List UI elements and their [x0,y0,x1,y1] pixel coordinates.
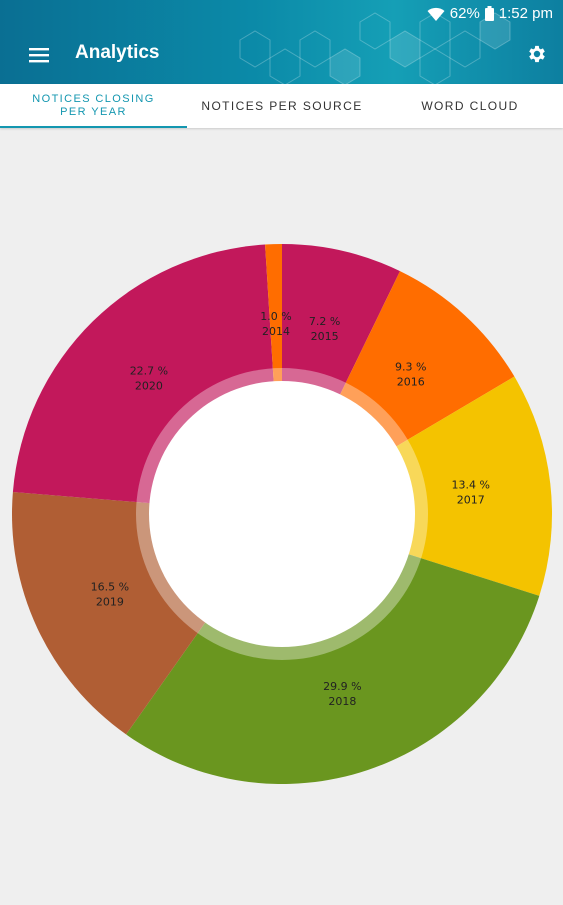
slice-2018[interactable] [126,514,540,785]
page-title: Analytics [75,42,160,63]
donut-hole [149,381,415,647]
toolbar: Analytics [0,28,563,84]
chart-area: 7.2 % 2015 9.3 % 2016 13.4 % 2017 29.9 % 2018 16… [0,128,563,900]
slice-year-label: 2017 [457,494,485,507]
tab-bar: NOTICES CLOSING PER YEAR NOTICES PER SOU… [0,84,563,128]
slice-percent-label: 7.2 % [309,315,340,328]
battery-icon [484,6,494,21]
slice-year-label: 2018 [328,695,356,708]
tab-notices-per-source[interactable]: NOTICES PER SOURCE [187,84,377,128]
wifi-icon [427,6,445,22]
active-tab-indicator [0,126,187,128]
donut-chart: 7.2 % 2015 9.3 % 2016 13.4 % 2017 29.9 % 2018 16… [11,244,552,785]
slice-percent-label: 13.4 % [452,479,490,492]
tab-label: NOTICES CLOSING PER YEAR [32,93,155,118]
app-bar: 62% 1:52 pm Analytics [0,0,563,84]
battery-percentage: 62% [449,5,480,22]
tab-label: NOTICES PER SOURCE [201,98,363,113]
slice-percent-label: 9.3 % [395,360,426,373]
slice-percent-label: 22.7 % [130,364,168,377]
hexagon-pattern-decoration [239,12,511,84]
slice-percent-label: 16.5 % [91,580,129,593]
tab-label: WORD CLOUD [421,98,519,113]
slice-year-label: 2019 [96,595,124,608]
gear-icon[interactable] [523,40,551,68]
slice-year-label: 2020 [135,379,163,392]
slice-year-label: 2016 [397,375,425,388]
clock: 1:52 pm [498,5,553,22]
status-bar: 62% 1:52 pm [0,0,563,28]
slice-year-label: 2014 [262,325,290,338]
slice-year-label: 2015 [311,330,339,343]
slice-2017[interactable] [282,376,552,596]
tab-word-cloud[interactable]: WORD CLOUD [377,84,563,128]
tab-notices-closing-per-year[interactable]: NOTICES CLOSING PER YEAR [0,84,187,128]
hamburger-menu-icon[interactable] [26,42,52,68]
slice-percent-label: 1.0 % [260,310,291,323]
slice-percent-label: 29.9 % [323,680,361,693]
